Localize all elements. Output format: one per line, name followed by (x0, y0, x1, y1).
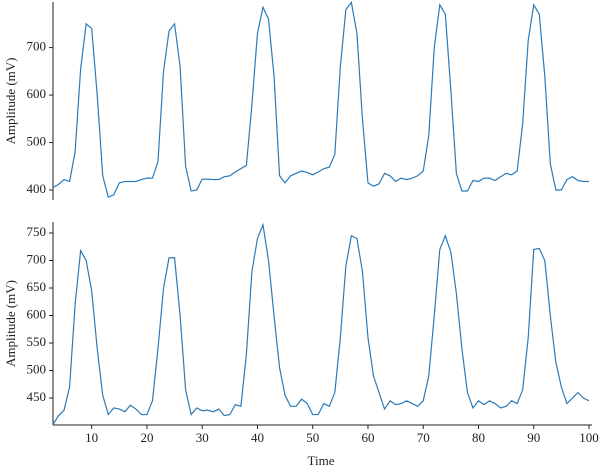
y-tick-label: 600 (27, 307, 47, 322)
y-tick-label: 650 (27, 279, 47, 294)
y-tick-label: 700 (27, 251, 47, 266)
x-tick-label: 20 (140, 430, 153, 445)
x-tick-label: 100 (579, 430, 599, 445)
x-tick-label: 10 (85, 430, 98, 445)
y-axis-label: Amplitude (mV) (3, 57, 18, 144)
y-tick-label: 500 (27, 134, 47, 149)
y-tick-label: 700 (27, 39, 47, 54)
x-tick-label: 50 (306, 430, 319, 445)
y-tick-label: 400 (27, 181, 47, 196)
y-tick-label: 450 (27, 389, 47, 404)
data-line (52, 1, 589, 198)
y-tick-label: 600 (27, 86, 47, 101)
x-axis-label: Time (308, 453, 335, 468)
y-axis-label: Amplitude (mV) (3, 280, 18, 367)
x-tick-label: 40 (251, 430, 264, 445)
data-line (52, 222, 590, 425)
x-tick-label: 30 (196, 430, 209, 445)
y-tick-label: 500 (27, 362, 47, 377)
y-tick-label: 750 (27, 224, 47, 239)
x-tick-label: 80 (472, 430, 485, 445)
x-tick-label: 90 (527, 430, 540, 445)
x-tick-label: 60 (361, 430, 374, 445)
x-tick-label: 70 (417, 430, 430, 445)
y-tick-label: 550 (27, 334, 47, 349)
